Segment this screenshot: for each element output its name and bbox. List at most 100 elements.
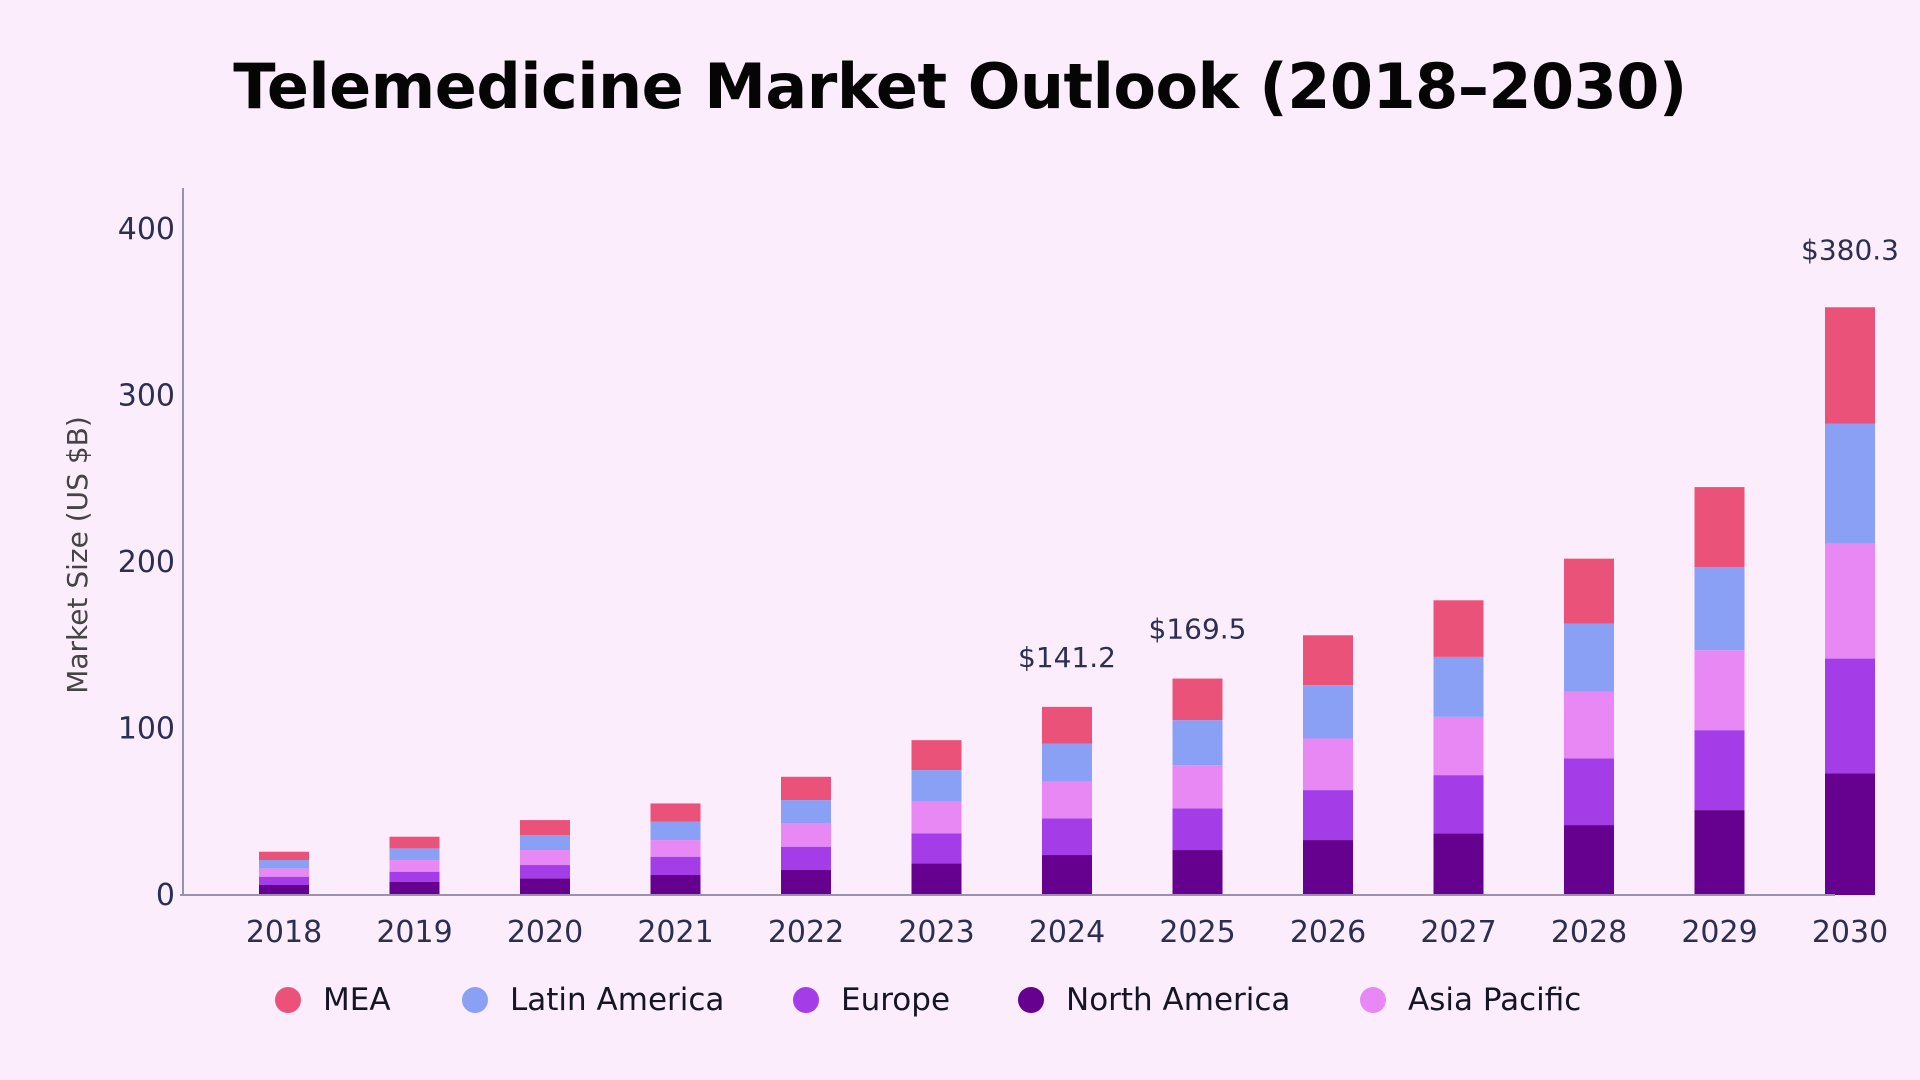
bar-segment-2029-mea xyxy=(1694,487,1745,567)
legend-swatch xyxy=(1018,987,1044,1013)
x-tick-label: 2023 xyxy=(898,915,974,950)
annotations-group: $141.2 $169.5 $380.3 xyxy=(1018,233,1899,674)
legend-label: Europe xyxy=(841,982,951,1018)
bar-segment-2022-north-america xyxy=(781,870,831,895)
x-tick-label: 2019 xyxy=(376,915,452,950)
y-tick-label: 200 xyxy=(118,545,175,580)
bar-segment-2026-latin-america xyxy=(1303,685,1353,739)
bar-segment-2020-north-america xyxy=(520,878,570,895)
bar-segment-2029-asia-pacific xyxy=(1694,650,1745,731)
bar-segment-2024-europe xyxy=(1042,818,1092,856)
bar-segment-2019-asia-pacific xyxy=(389,860,440,872)
data-label-2024: $141.2 xyxy=(1018,641,1116,674)
legend-label: MEA xyxy=(323,982,391,1018)
legend-label: Latin America xyxy=(510,982,725,1018)
data-label-2025: $169.5 xyxy=(1149,613,1247,646)
bar-segment-2021-north-america xyxy=(650,875,701,895)
legend-swatch xyxy=(793,987,819,1013)
legend: MEA Latin America Europe North America Asia … xyxy=(0,982,1920,1032)
bar-segment-2025-latin-america xyxy=(1172,720,1223,766)
bar-segment-2023-europe xyxy=(911,833,962,864)
x-ticks-group: 2018 2019 2020 2021 2022 2023 2024 2025 2026 2027… xyxy=(246,915,1888,950)
bar-segment-2027-mea xyxy=(1433,600,1484,657)
bar-segment-2019-europe xyxy=(389,871,440,882)
bar-segment-2028-latin-america xyxy=(1564,623,1614,692)
bar-segment-2018-asia-pacific xyxy=(259,868,309,877)
legend-item-asia-pacific: Asia Pacific xyxy=(1360,982,1581,1018)
legend-item-mea: MEA xyxy=(275,982,391,1018)
bar-segment-2020-mea xyxy=(520,820,570,836)
legend-swatch xyxy=(275,987,301,1013)
bar-segment-2030-north-america xyxy=(1825,773,1875,895)
bar-segment-2023-latin-america xyxy=(911,770,962,802)
x-tick-label: 2018 xyxy=(246,915,322,950)
bar-segment-2028-mea xyxy=(1564,558,1614,624)
bar-segment-2018-mea xyxy=(259,851,309,861)
bar-segment-2020-asia-pacific xyxy=(520,850,570,866)
bar-segment-2023-north-america xyxy=(911,863,962,895)
legend-swatch xyxy=(1360,987,1386,1013)
bar-segment-2024-latin-america xyxy=(1042,743,1092,782)
legend-item-latin-america: Latin America xyxy=(462,982,724,1018)
bar-segment-2024-north-america xyxy=(1042,855,1092,895)
bar-segment-2026-europe xyxy=(1303,790,1353,841)
bar-segment-2030-asia-pacific xyxy=(1825,543,1875,659)
x-tick-label: 2021 xyxy=(637,915,713,950)
bars-group xyxy=(259,307,1875,895)
y-tick-label: 0 xyxy=(156,878,175,913)
y-axis-label: Market Size (US $B) xyxy=(61,416,94,694)
bar-segment-2027-north-america xyxy=(1433,833,1484,895)
bar-segment-2025-mea xyxy=(1172,678,1223,721)
x-tick-label: 2026 xyxy=(1290,915,1366,950)
legend-swatch xyxy=(462,987,488,1013)
bar-segment-2023-mea xyxy=(911,740,962,771)
legend-label: North America xyxy=(1066,982,1291,1018)
y-tick-label: 100 xyxy=(118,712,175,747)
x-tick-label: 2030 xyxy=(1812,915,1888,950)
bar-segment-2021-europe xyxy=(650,856,701,876)
bar-segment-2027-latin-america xyxy=(1433,656,1484,717)
bar-segment-2018-latin-america xyxy=(259,860,309,869)
x-tick-label: 2022 xyxy=(768,915,844,950)
bar-segment-2024-mea xyxy=(1042,706,1092,744)
bar-segment-2030-europe xyxy=(1825,658,1875,774)
bar-segment-2022-asia-pacific xyxy=(781,823,831,847)
legend-label: Asia Pacific xyxy=(1408,982,1582,1018)
bar-segment-2021-mea xyxy=(650,803,701,822)
bar-segment-2021-asia-pacific xyxy=(650,840,701,857)
bar-segment-2025-asia-pacific xyxy=(1172,765,1223,809)
bar-segment-2027-asia-pacific xyxy=(1433,716,1484,776)
bar-segment-2030-latin-america xyxy=(1825,423,1875,544)
bar-segment-2029-north-america xyxy=(1694,810,1745,895)
bar-segment-2020-latin-america xyxy=(520,835,570,851)
bar-segment-2028-asia-pacific xyxy=(1564,691,1614,759)
bar-segment-2022-latin-america xyxy=(781,800,831,824)
bar-segment-2021-latin-america xyxy=(650,821,701,841)
x-tick-label: 2028 xyxy=(1551,915,1627,950)
bar-segment-2026-mea xyxy=(1303,635,1353,686)
x-tick-label: 2024 xyxy=(1029,915,1105,950)
bar-segment-2024-asia-pacific xyxy=(1042,781,1092,819)
legend-item-europe: Europe xyxy=(793,982,950,1018)
bar-segment-2027-europe xyxy=(1433,775,1484,834)
bar-segment-2026-asia-pacific xyxy=(1303,738,1353,791)
bar-segment-2019-mea xyxy=(389,836,440,849)
bar-segment-2020-europe xyxy=(520,865,570,879)
x-tick-label: 2029 xyxy=(1681,915,1757,950)
bar-segment-2029-europe xyxy=(1694,730,1745,811)
bar-segment-2028-north-america xyxy=(1564,825,1614,895)
bar-segment-2025-north-america xyxy=(1172,850,1223,895)
bar-segment-2018-europe xyxy=(259,876,309,886)
bar-segment-2025-europe xyxy=(1172,808,1223,851)
bar-segment-2022-mea xyxy=(781,776,831,801)
bar-segment-2029-latin-america xyxy=(1694,566,1745,651)
bar-segment-2023-asia-pacific xyxy=(911,801,962,834)
bar-segment-2030-mea xyxy=(1825,307,1875,424)
y-tick-label: 300 xyxy=(118,379,175,414)
x-tick-label: 2027 xyxy=(1420,915,1496,950)
x-tick-label: 2020 xyxy=(507,915,583,950)
x-tick-label: 2025 xyxy=(1159,915,1235,950)
bar-segment-2019-north-america xyxy=(389,881,440,895)
